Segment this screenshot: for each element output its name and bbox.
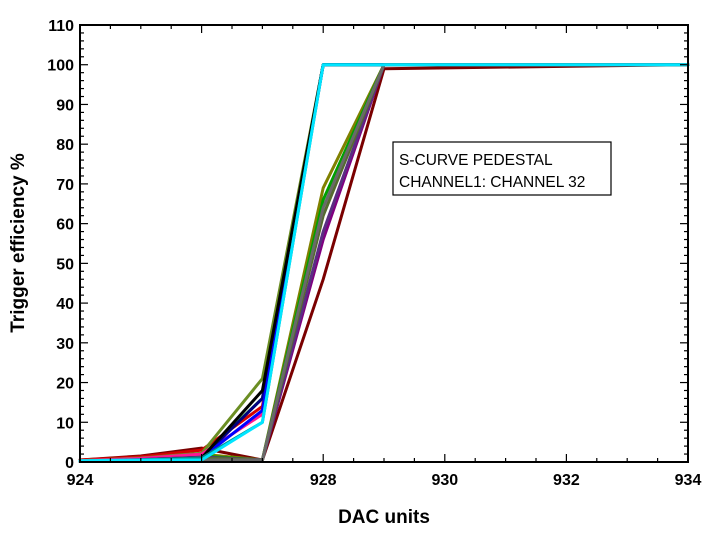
y-tick-label-50: 50 <box>56 256 74 273</box>
ticks-layer <box>79 24 689 463</box>
legend-frame <box>392 141 612 196</box>
plot-frame <box>79 24 689 463</box>
series-line-ch-d <box>78 63 690 463</box>
series-line-ch-b <box>78 63 690 462</box>
x-tick-label-930: 930 <box>431 472 458 489</box>
tick-labels: 924 926 928 930 932 934 0 10 20 30 40 50 60 70 80 90 100… <box>47 18 701 489</box>
series-line-ch-l <box>78 63 690 463</box>
y-tick-label-110: 110 <box>48 18 74 35</box>
x-axis-title: DAC units <box>338 507 430 528</box>
y-tick-label-100: 100 <box>47 58 74 75</box>
series-line-ch-f <box>78 63 690 463</box>
series-line-ch-i <box>78 63 690 463</box>
series-line-ch-p <box>78 63 690 463</box>
series-line-ch-n <box>78 63 690 463</box>
y-tick-label-70: 70 <box>56 177 74 194</box>
series-line-ch-o <box>78 63 690 463</box>
series-line-ch-g <box>78 63 690 463</box>
y-tick-label-0: 0 <box>65 455 74 472</box>
series-line-ch-k <box>78 63 690 463</box>
legend-line-2: CHANNEL1: CHANNEL 32 <box>399 174 585 191</box>
y-tick-label-30: 30 <box>56 336 74 353</box>
legend-line-1: S-CURVE PEDESTAL <box>399 152 553 169</box>
x-tick-label-932: 932 <box>553 472 580 489</box>
x-tick-label-924: 924 <box>67 472 94 489</box>
x-tick-label-926: 926 <box>188 472 215 489</box>
series-layer <box>78 63 690 463</box>
series-line-ch-m <box>78 63 690 463</box>
y-axis-title: Trigger efficiency % <box>8 153 29 333</box>
y-tick-label-40: 40 <box>56 296 74 313</box>
series-line-ch-h <box>78 63 690 463</box>
legend-box: S-CURVE PEDESTAL CHANNEL1: CHANNEL 32 <box>392 141 612 196</box>
y-tick-label-20: 20 <box>56 376 74 393</box>
y-tick-label-80: 80 <box>56 137 74 154</box>
y-tick-label-60: 60 <box>56 217 74 234</box>
y-tick-label-90: 90 <box>56 97 74 114</box>
series-line-ch-a <box>78 63 690 462</box>
series-line-ch-e <box>78 63 690 463</box>
x-tick-label-928: 928 <box>310 472 337 489</box>
series-line-ch-j <box>78 63 690 463</box>
series-line-ch-c <box>78 63 690 463</box>
y-tick-label-10: 10 <box>56 415 74 432</box>
x-tick-label-934: 934 <box>675 472 702 489</box>
